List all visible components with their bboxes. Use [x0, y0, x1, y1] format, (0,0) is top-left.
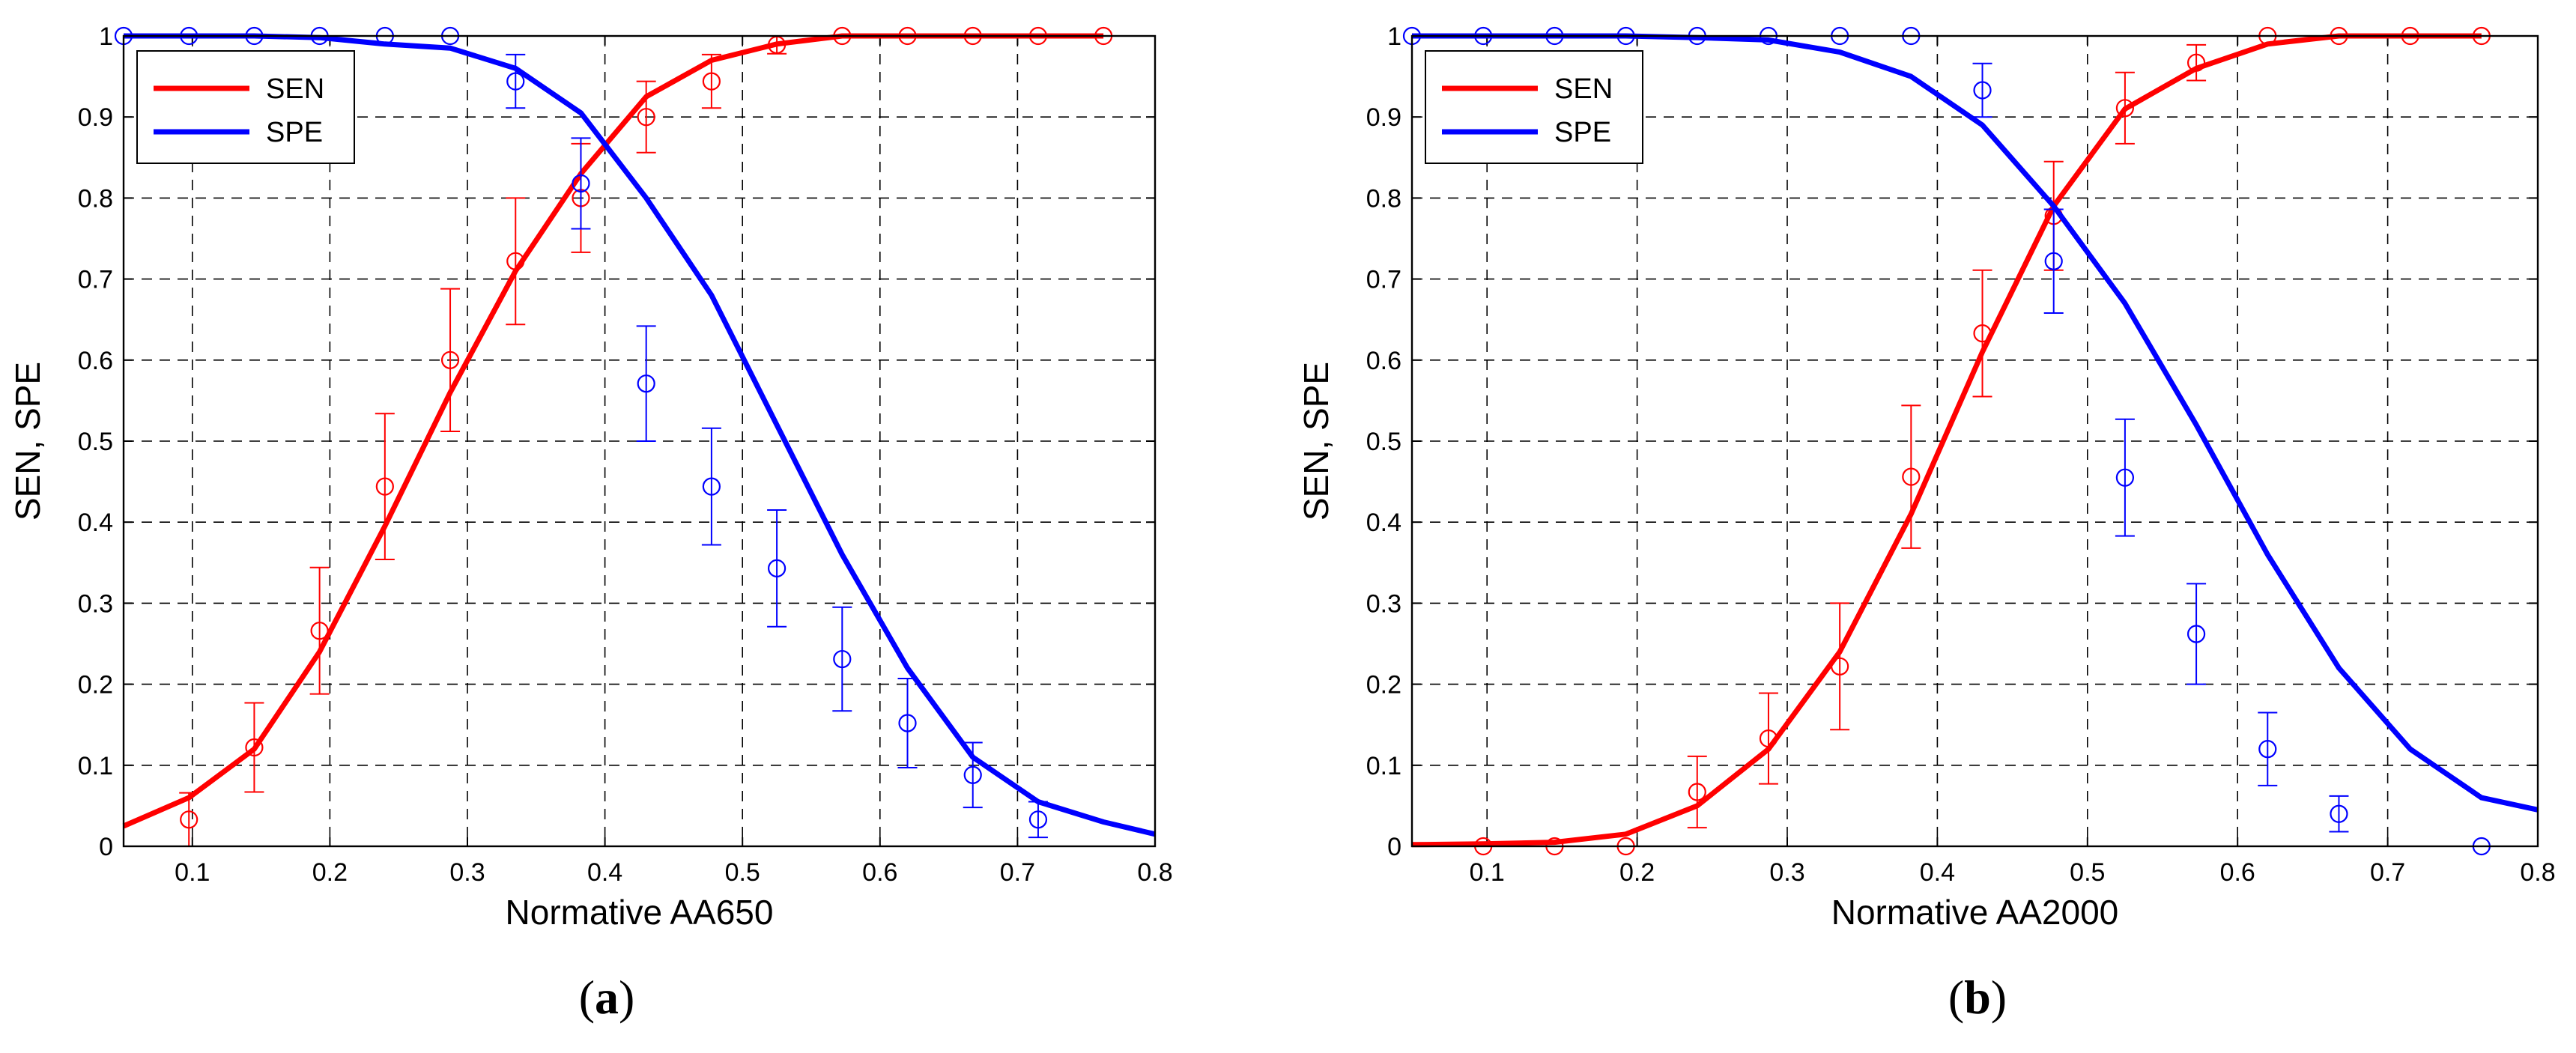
- y-tick-label: 0.8: [1366, 184, 1401, 213]
- axes-frame: [122, 34, 1157, 848]
- data-point-spe: [1973, 81, 1992, 100]
- x-tick-label: 0.6: [862, 858, 897, 887]
- y-tick-label: 0.5: [1366, 428, 1401, 456]
- caption-b: (b): [1948, 971, 2007, 1024]
- axes-frame: [1410, 34, 2539, 848]
- data-point-spe: [2115, 468, 2135, 487]
- data-point-sen: [2115, 99, 2135, 118]
- y-tick-label: 0.1: [78, 752, 113, 780]
- data-point-spe: [1028, 810, 1048, 829]
- y-axis-label: SEN, SPE: [8, 362, 47, 521]
- series-line-spe: [124, 33, 1156, 837]
- chart-panel-b: 0.1 0.2 0.3 0.4 0.5 0.6 0.7 0.8 0 0.1 0.2 0.3 0.4 0.5…: [1297, 22, 2556, 932]
- legend-box: [136, 50, 355, 164]
- legend-box: [1425, 50, 1643, 164]
- y-tick-label: 0: [1387, 833, 1401, 861]
- x-tick-label: 0.7: [1000, 858, 1035, 887]
- data-point-spe: [963, 765, 982, 784]
- y-tick-label: 0.6: [78, 347, 113, 375]
- series-group: [114, 26, 1156, 847]
- x-tick-label: 0.1: [175, 858, 210, 887]
- y-axis-label: SEN, SPE: [1297, 362, 1336, 521]
- series-line-sen: [1411, 33, 2482, 848]
- data-point-sen: [180, 810, 198, 829]
- data-point-spe: [702, 477, 721, 496]
- data-point-spe: [898, 714, 917, 732]
- data-point-spe: [2186, 625, 2206, 643]
- data-point-spe: [506, 72, 525, 91]
- caption-a: (a): [578, 971, 635, 1024]
- x-tick-label: 0.4: [587, 858, 622, 887]
- legend-label-sen: SEN: [1554, 73, 1613, 105]
- x-tick-label: 0.2: [312, 858, 348, 887]
- y-tick-label: 0.1: [1366, 752, 1401, 780]
- caption-letter-b: b: [1964, 971, 1991, 1024]
- data-point-sen: [245, 738, 264, 757]
- legend-label-sen: SEN: [266, 73, 324, 105]
- x-tick-label: 0.5: [725, 858, 760, 887]
- caption-letter-a: a: [595, 971, 619, 1024]
- x-tick-label: 0.4: [1920, 858, 1955, 887]
- y-tick-label: 0.3: [1366, 589, 1401, 618]
- data-point-spe: [767, 559, 787, 577]
- data-point-spe: [833, 649, 852, 669]
- data-point-sen: [702, 72, 721, 91]
- y-tick-label: 0.2: [78, 671, 113, 700]
- y-tick-label: 0.7: [78, 266, 113, 294]
- x-axis-label: Normative AA2000: [1831, 893, 2119, 932]
- x-axis-label: Normative AA650: [506, 893, 774, 932]
- data-point-sen: [440, 351, 460, 369]
- y-tick-label: 0.4: [1366, 509, 1401, 537]
- y-tick-label: 0: [99, 833, 113, 861]
- data-point-sen: [375, 477, 394, 496]
- x-tick-label: 0.7: [2370, 858, 2405, 887]
- data-point-sen: [1902, 467, 1921, 486]
- x-tick-label: 0.2: [1619, 858, 1655, 887]
- y-tick-label: 0.2: [1366, 671, 1401, 700]
- data-point-sen: [637, 108, 655, 127]
- y-tick-label: 0.4: [78, 509, 113, 537]
- y-tick-label: 0.3: [78, 589, 113, 618]
- data-point-spe: [2330, 804, 2348, 823]
- y-tick-label: 1: [1387, 22, 1401, 51]
- y-tick-label: 1: [99, 22, 113, 51]
- x-tick-label: 0.8: [2520, 858, 2555, 887]
- data-point-spe: [572, 174, 590, 193]
- y-tick-label: 0.7: [1366, 266, 1401, 294]
- x-tick-label: 0.8: [1137, 858, 1172, 887]
- data-point-spe: [2258, 740, 2277, 759]
- y-tick-label: 0.9: [78, 103, 113, 132]
- x-tick-label: 0.3: [449, 858, 485, 887]
- legend-label-spe: SPE: [266, 117, 323, 148]
- y-tick-label: 0.6: [1366, 347, 1401, 375]
- legend-label-spe: SPE: [1554, 117, 1611, 148]
- data-point-spe: [637, 374, 655, 393]
- chart-panel-a: 0.1 0.2 0.3 0.4 0.5 0.6 0.7 0.8 0 0.1 0.2 0.3 0.4 0.5…: [8, 22, 1173, 932]
- y-tick-label: 0.8: [78, 184, 113, 213]
- data-point-sen: [1688, 783, 1706, 801]
- y-tick-label: 0.9: [1366, 103, 1401, 132]
- x-tick-label: 0.5: [2070, 858, 2105, 887]
- data-point-spe: [2044, 252, 2063, 270]
- x-tick-label: 0.1: [1470, 858, 1505, 887]
- y-tick-label: 0.5: [78, 428, 113, 456]
- x-tick-label: 0.6: [2220, 858, 2255, 887]
- x-tick-label: 0.3: [1769, 858, 1804, 887]
